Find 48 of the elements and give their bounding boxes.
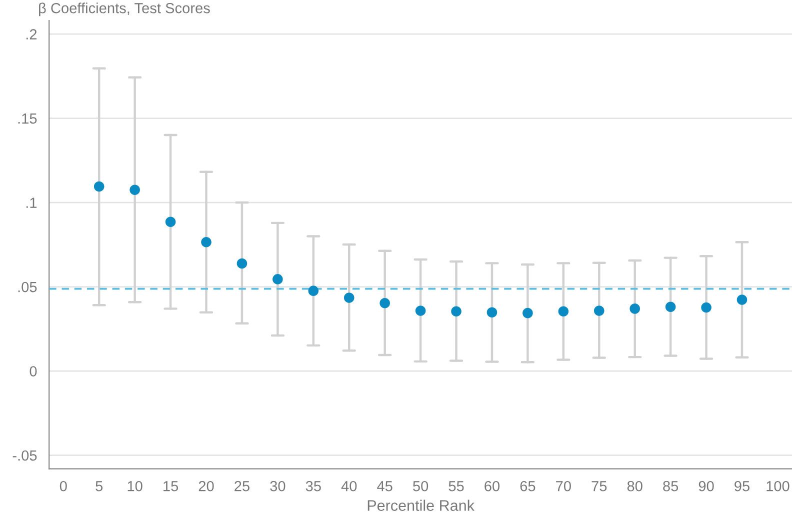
point (486, 307, 498, 318)
x-tick-label: 20 (198, 480, 214, 492)
point (308, 286, 319, 296)
x-axis-title: Percentile Rank (368, 500, 474, 511)
x-tick-label: 85 (663, 480, 678, 492)
x-tick-label: 35 (306, 480, 321, 492)
x-tick-label: 40 (341, 480, 357, 492)
y-tick-label: -.05 (12, 450, 37, 461)
x-tick-label: 65 (520, 480, 536, 492)
x-tick-label: 75 (592, 481, 607, 492)
x-tick-label: 60 (484, 480, 500, 492)
x-tick-label: 95 (734, 480, 750, 492)
x-tick-label: 50 (413, 480, 428, 492)
point (94, 181, 104, 192)
point (344, 292, 354, 303)
x-tick-label: 45 (377, 481, 392, 492)
point (701, 302, 712, 313)
x-tick-label: 0 (60, 480, 67, 492)
x-tick-label: 25 (234, 480, 250, 492)
x-tick-label: 80 (627, 480, 642, 492)
x-tick-label: 70 (556, 480, 571, 492)
point (665, 302, 676, 312)
point (415, 306, 426, 316)
point (380, 298, 390, 308)
y-tick-label: .05 (18, 282, 37, 292)
point (451, 306, 462, 317)
y-tick-label: .15 (18, 114, 37, 124)
x-tick-label: 100 (766, 480, 790, 492)
chart-title: β Coefficients, Test Scores (39, 2, 210, 16)
point (630, 304, 640, 314)
y-tick-label: .1 (26, 198, 37, 208)
point (736, 294, 748, 305)
x-tick-label: 55 (448, 481, 464, 492)
y-tick-label: 0 (30, 366, 37, 376)
point (594, 306, 604, 316)
point (130, 184, 140, 196)
x-tick-label: 90 (698, 480, 714, 492)
point (522, 308, 533, 318)
point (165, 216, 176, 228)
point (236, 258, 248, 269)
point (558, 306, 569, 317)
x-tick-label: 30 (270, 480, 286, 492)
y-tick-label: .2 (26, 29, 37, 40)
x-tick-label: 5 (96, 481, 103, 492)
x-tick-label: 15 (164, 481, 178, 492)
x-tick-label: 10 (128, 480, 142, 492)
point (201, 236, 212, 248)
point (272, 274, 283, 284)
